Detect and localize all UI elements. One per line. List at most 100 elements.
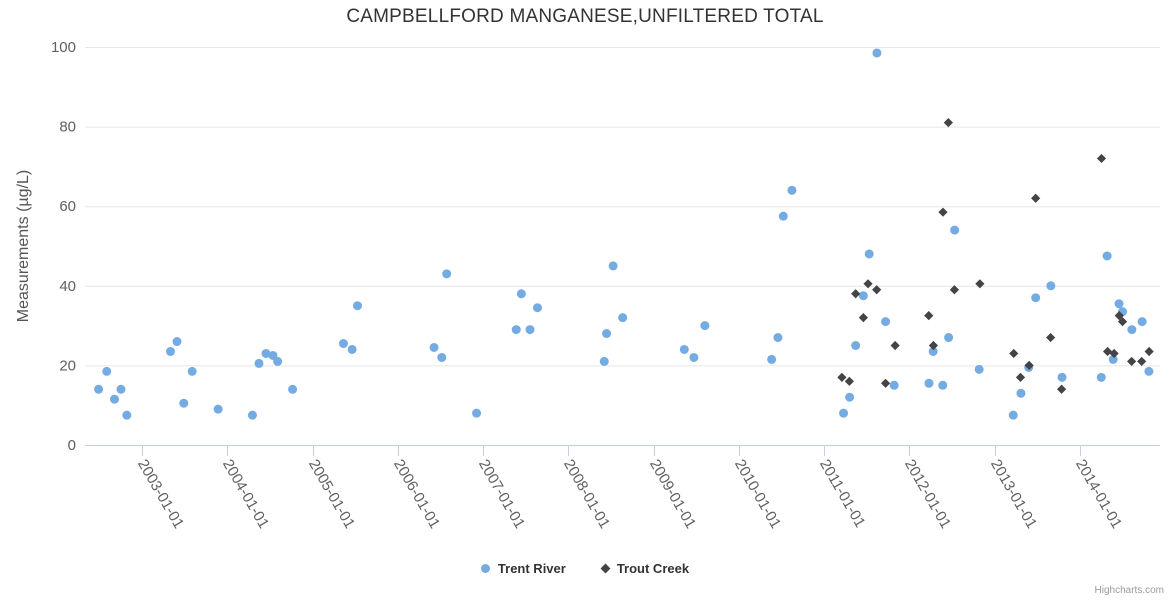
y-tick-label: 60 [59, 198, 76, 215]
data-point-trout-creek[interactable] [949, 285, 960, 295]
data-point-trent-river[interactable] [429, 342, 439, 352]
data-point-trent-river[interactable] [122, 410, 132, 420]
data-point-trent-river[interactable] [1057, 372, 1067, 382]
data-point-trent-river[interactable] [602, 329, 612, 339]
data-point-trout-creek[interactable] [837, 372, 847, 382]
data-point-trent-river[interactable] [437, 352, 447, 362]
data-point-trent-river[interactable] [689, 352, 699, 362]
data-point-trent-river[interactable] [1102, 251, 1112, 261]
data-point-trent-river[interactable] [352, 301, 362, 311]
data-point-trout-creek[interactable] [1109, 348, 1119, 359]
data-point-trout-creek[interactable] [858, 313, 868, 323]
data-point-trent-river[interactable] [778, 211, 788, 221]
data-point-trent-river[interactable] [338, 339, 348, 349]
data-point-trout-creek[interactable] [1096, 153, 1107, 164]
data-point-trent-river[interactable] [889, 380, 899, 390]
data-point-trout-creek[interactable] [844, 376, 854, 386]
data-point-trout-creek[interactable] [1117, 317, 1128, 327]
data-point-trent-river[interactable] [116, 384, 126, 394]
data-point-trout-creek[interactable] [1015, 372, 1026, 382]
data-point-trout-creek[interactable] [1114, 311, 1124, 321]
y-tick-labels: 0 20 40 60 80 100 [51, 39, 76, 454]
data-point-trent-river[interactable] [1016, 388, 1026, 398]
data-point-trent-river[interactable] [679, 344, 689, 354]
x-tick-label: 2005-01-01 [305, 457, 358, 532]
data-point-trent-river[interactable] [472, 408, 482, 418]
legend-label-trout-creek: Trout Creek [616, 561, 690, 576]
data-point-trout-creek[interactable] [872, 285, 882, 295]
data-point-trent-river[interactable] [187, 366, 197, 376]
data-point-trout-creek[interactable] [943, 118, 953, 128]
data-point-trout-creek[interactable] [938, 207, 948, 217]
data-point-trout-creek[interactable] [924, 311, 934, 321]
x-tick-label: 2003-01-01 [134, 457, 187, 532]
data-point-trout-creek[interactable] [863, 279, 873, 289]
data-point-trent-river[interactable] [767, 354, 777, 364]
legend-item-trout-creek[interactable]: Trout Creek [600, 561, 690, 576]
data-point-trent-river[interactable] [165, 346, 175, 356]
data-point-trout-creek[interactable] [880, 378, 891, 388]
data-point-trent-river[interactable] [172, 337, 182, 347]
data-point-trout-creek[interactable] [928, 340, 939, 351]
data-point-trout-creek[interactable] [1046, 332, 1056, 343]
legend-item-trent-river[interactable]: Trent River [480, 561, 566, 576]
data-point-trent-river[interactable] [851, 341, 861, 350]
data-point-trent-river[interactable] [700, 321, 710, 331]
data-point-trent-river[interactable] [511, 325, 521, 335]
data-point-trent-river[interactable] [261, 348, 271, 358]
data-point-trent-river[interactable] [1008, 410, 1018, 420]
highcharts-credits-link[interactable]: Highcharts.com [1094, 585, 1164, 596]
data-point-trent-river[interactable] [864, 249, 874, 259]
data-point-trent-river[interactable] [516, 289, 526, 299]
data-point-trent-river[interactable] [442, 269, 452, 279]
data-point-trent-river[interactable] [924, 378, 934, 388]
data-point-trent-river[interactable] [950, 225, 960, 235]
data-point-trent-river[interactable] [1096, 372, 1106, 382]
data-point-trent-river[interactable] [974, 364, 984, 374]
data-point-trent-river[interactable] [608, 261, 618, 271]
data-point-trent-river[interactable] [532, 303, 542, 313]
data-point-trout-creek[interactable] [975, 279, 985, 289]
data-point-trent-river[interactable] [94, 384, 104, 394]
data-point-trent-river[interactable] [102, 366, 112, 376]
data-point-trent-river[interactable] [845, 392, 855, 402]
data-point-trent-river[interactable] [254, 358, 264, 368]
data-point-trent-river[interactable] [273, 356, 283, 366]
data-point-trout-creek[interactable] [1024, 360, 1034, 370]
data-point-trent-river[interactable] [213, 404, 223, 414]
data-point-trout-creek[interactable] [851, 289, 861, 299]
data-point-trent-river[interactable] [944, 333, 954, 343]
data-point-trent-river[interactable] [938, 380, 948, 390]
data-point-trent-river[interactable] [1127, 325, 1137, 335]
data-point-trent-river[interactable] [928, 346, 938, 356]
data-point-trent-river[interactable] [599, 356, 609, 366]
data-point-trout-creek[interactable] [1009, 348, 1019, 359]
data-point-trent-river[interactable] [1108, 354, 1118, 364]
data-point-trout-creek[interactable] [1031, 193, 1041, 203]
data-point-trent-river[interactable] [525, 325, 535, 335]
data-point-trent-river[interactable] [1046, 281, 1056, 291]
circle-marker-icon [480, 564, 490, 573]
data-point-trent-river[interactable] [872, 48, 882, 58]
data-point-trout-creek[interactable] [1137, 356, 1147, 367]
data-point-trent-river[interactable] [247, 410, 257, 420]
data-point-trent-river[interactable] [109, 394, 119, 404]
data-point-trout-creek[interactable] [1127, 356, 1137, 367]
data-point-trent-river[interactable] [773, 333, 783, 343]
data-point-trent-river[interactable] [881, 317, 891, 327]
data-point-trent-river[interactable] [839, 408, 849, 418]
data-point-trent-river[interactable] [858, 291, 868, 301]
data-point-trent-river[interactable] [288, 384, 298, 394]
data-point-trent-river[interactable] [618, 313, 628, 323]
data-point-trout-creek[interactable] [1056, 384, 1067, 394]
data-point-trent-river[interactable] [179, 398, 189, 408]
data-point-trent-river[interactable] [1137, 317, 1147, 327]
data-point-trout-creek[interactable] [890, 340, 900, 351]
data-point-trout-creek[interactable] [1144, 346, 1154, 357]
data-point-trent-river[interactable] [1114, 299, 1124, 309]
data-point-trent-river[interactable] [787, 185, 797, 195]
data-point-trent-river[interactable] [1144, 366, 1154, 376]
data-point-trent-river[interactable] [347, 344, 357, 354]
data-point-trent-river[interactable] [1031, 293, 1041, 303]
